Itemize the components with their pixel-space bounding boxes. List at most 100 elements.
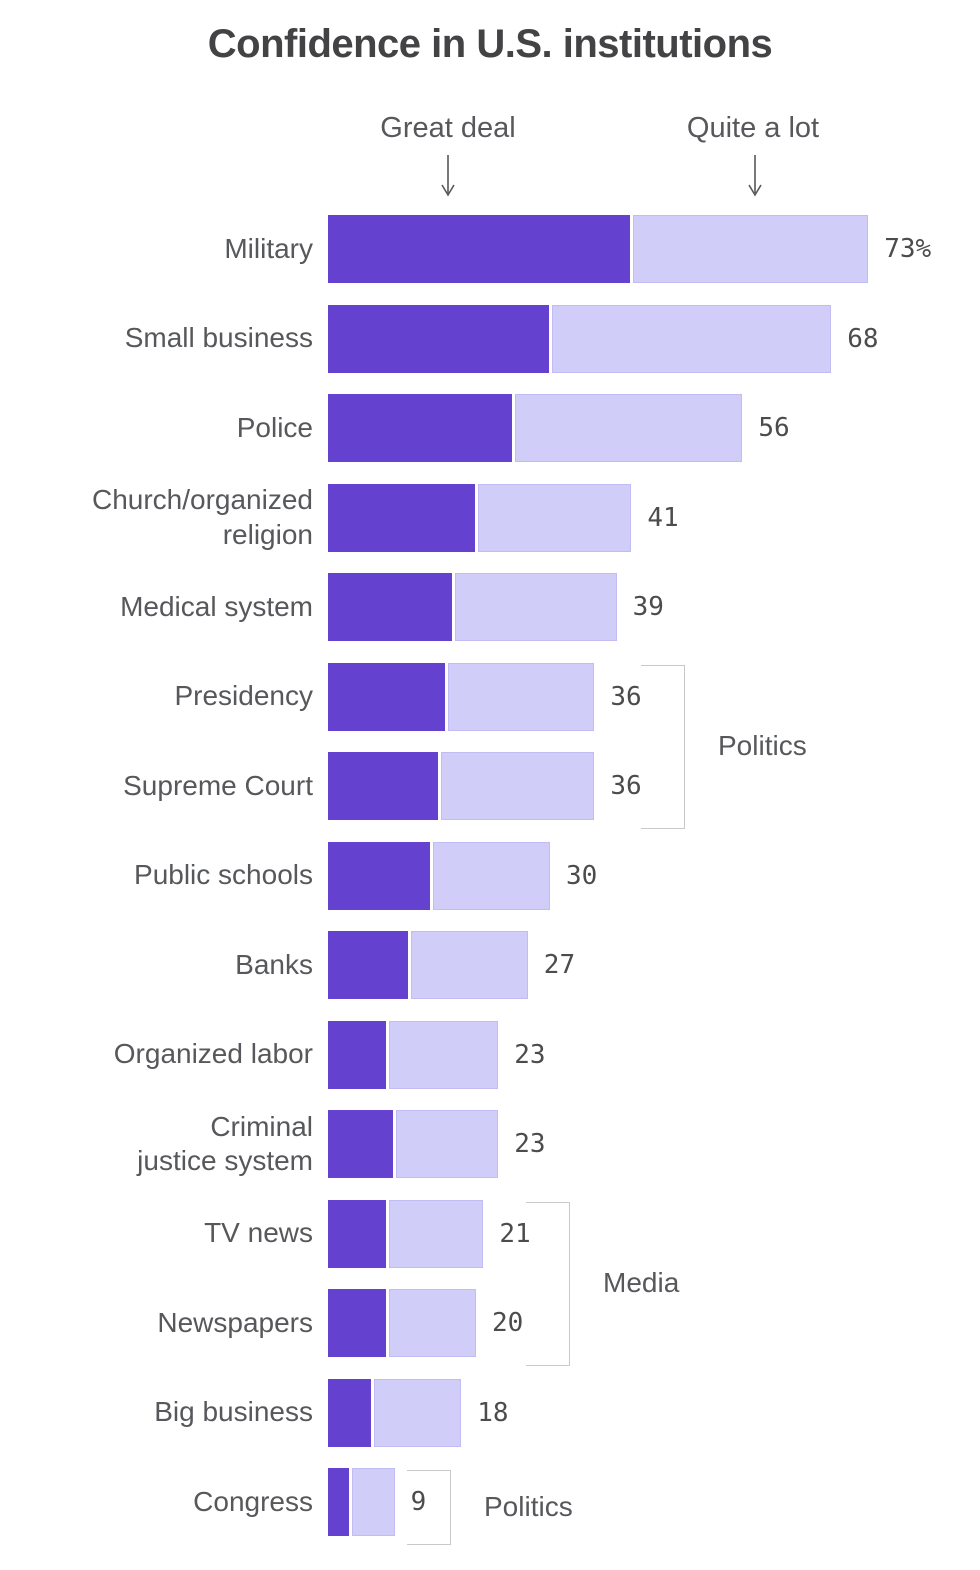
group-label-media: Media	[603, 1266, 680, 1298]
great-deal-segment	[328, 483, 475, 552]
value-label: 56	[758, 413, 790, 443]
bar-row-supreme-court: Supreme Court 36	[0, 752, 980, 820]
quite-a-lot-segment	[351, 1468, 395, 1536]
category-label: Medical system	[120, 590, 313, 622]
great-deal-segment	[328, 1020, 386, 1089]
great-deal-segment	[328, 1289, 386, 1357]
value-label: 30	[566, 860, 598, 891]
stacked-bar	[328, 752, 595, 820]
category-label: Military	[224, 232, 313, 264]
great-deal-segment	[328, 304, 549, 373]
stacked-bar	[328, 1468, 395, 1536]
down-arrow-icon	[747, 153, 763, 204]
category-label: Congress	[193, 1485, 313, 1517]
stacked-bar	[328, 1289, 476, 1357]
value-label: 27	[543, 950, 576, 980]
stacked-bar	[328, 394, 743, 462]
bar-row-small-business: Small business 68	[0, 304, 980, 373]
bar-row-presidency: Presidency 36	[0, 662, 980, 731]
bar-row-military: Military 73%	[0, 215, 980, 283]
quite-a-lot-segment	[455, 573, 617, 641]
value-label: 68	[847, 323, 879, 354]
bar-row-newspapers: Newspapers 20	[0, 1289, 980, 1357]
great-deal-segment	[328, 573, 453, 641]
value-label: 41	[647, 502, 679, 533]
category-label: TV news	[204, 1217, 313, 1249]
stacked-bar	[328, 662, 595, 731]
value-label: 23	[514, 1039, 546, 1070]
value-label: 23	[514, 1129, 546, 1159]
quite-a-lot-segment	[447, 662, 595, 731]
value-label: 21	[499, 1218, 531, 1249]
great-deal-segment	[328, 1199, 386, 1268]
category-label: Police	[236, 411, 313, 443]
quite-a-lot-segment	[388, 1199, 484, 1268]
bracket-politics-0	[641, 664, 685, 829]
stacked-bar	[328, 483, 632, 552]
legend-great-deal-label: Great deal	[380, 112, 516, 144]
value-label: 73%	[884, 234, 932, 264]
stacked-bar	[328, 841, 550, 910]
stacked-bar	[328, 215, 869, 283]
legend-quite-a-lot-label: Quite a lot	[686, 112, 820, 144]
great-deal-segment	[328, 1378, 371, 1447]
quite-a-lot-segment	[514, 394, 743, 462]
great-deal-segment	[328, 841, 431, 910]
great-deal-segment	[328, 931, 408, 999]
bar-row-medical-system: Medical system 39	[0, 573, 980, 641]
quite-a-lot-segment	[396, 1110, 499, 1178]
quite-a-lot-segment	[477, 483, 632, 552]
bar-row-banks: Banks 27	[0, 931, 980, 999]
bar-row-public-schools: Public schools 30	[0, 841, 980, 910]
category-label: Church/organized religion	[91, 484, 313, 550]
quite-a-lot-segment	[388, 1020, 499, 1089]
great-deal-segment	[328, 215, 630, 283]
great-deal-segment	[328, 394, 512, 462]
bar-row-tv-news: TV news 21	[0, 1199, 980, 1268]
stacked-bar	[328, 1020, 499, 1089]
stacked-bar	[328, 931, 528, 999]
category-label: Banks	[235, 948, 313, 980]
category-label: Small business	[124, 322, 313, 354]
quite-a-lot-segment	[388, 1289, 476, 1357]
stacked-bar	[328, 1378, 462, 1447]
stacked-bar	[328, 573, 617, 641]
bar-row-organized-labor: Organized labor 23	[0, 1020, 980, 1089]
quite-a-lot-segment	[410, 931, 528, 999]
value-label: 18	[477, 1397, 509, 1428]
great-deal-segment	[328, 1468, 349, 1536]
bracket-media-1	[526, 1201, 570, 1366]
value-label: 36	[610, 681, 642, 712]
category-label: Organized labor	[113, 1038, 313, 1070]
bar-row-congress: Congress 9	[0, 1468, 980, 1536]
quite-a-lot-segment	[551, 304, 832, 373]
down-arrow-icon	[440, 153, 456, 204]
stacked-bar	[328, 1199, 484, 1268]
quite-a-lot-segment	[433, 841, 550, 910]
great-deal-segment	[328, 662, 445, 731]
chart-title: Confidence in U.S. institutions	[207, 22, 773, 66]
category-label: Big business	[154, 1396, 313, 1428]
great-deal-segment	[328, 1110, 394, 1178]
quite-a-lot-segment	[632, 215, 869, 283]
value-label: 20	[492, 1308, 524, 1338]
bracket-politics-2	[407, 1470, 451, 1545]
category-label: Newspapers	[157, 1306, 313, 1338]
stacked-bar	[328, 1110, 499, 1178]
category-label: Public schools	[134, 859, 313, 891]
bar-row-big-business: Big business 18	[0, 1378, 980, 1447]
bar-row-police: Police 56	[0, 394, 980, 462]
value-label: 36	[610, 771, 642, 801]
category-label: Supreme Court	[123, 769, 313, 801]
group-label-politics: Politics	[484, 1490, 573, 1522]
great-deal-segment	[328, 752, 438, 820]
bar-row-criminal-justice-system: Criminal justice system 23	[0, 1110, 980, 1178]
value-label: 39	[632, 592, 664, 622]
category-label: Presidency	[174, 680, 313, 712]
category-label: Criminal justice system	[137, 1110, 313, 1176]
stacked-bar	[328, 304, 832, 373]
quite-a-lot-segment	[440, 752, 595, 820]
group-label-politics: Politics	[718, 729, 807, 761]
quite-a-lot-segment	[373, 1378, 462, 1447]
